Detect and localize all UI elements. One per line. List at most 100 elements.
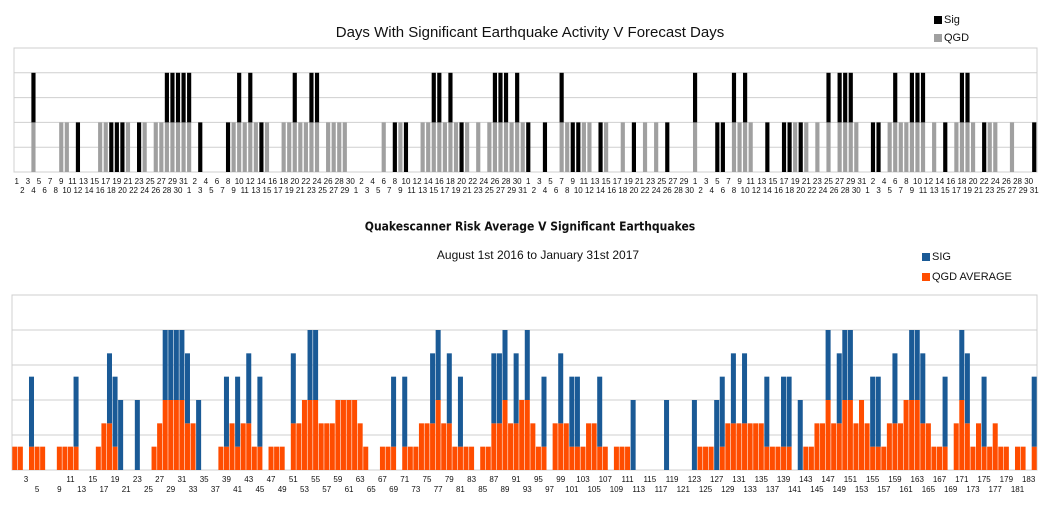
- bar-segment: [301, 400, 307, 470]
- x-tick-label: 83: [467, 475, 476, 484]
- bar-segment: [664, 400, 670, 470]
- x-tick-label: 23: [133, 475, 142, 484]
- bar-segment: [313, 400, 319, 470]
- chart-title: Days With Significant Earthquake Activit…: [336, 24, 724, 41]
- x-tick-label: 155: [866, 475, 880, 484]
- x-tick-label: 3: [198, 186, 203, 195]
- bar-segment: [764, 376, 770, 447]
- x-tick-label: 20: [629, 186, 638, 195]
- x-tick-label: 6: [381, 177, 386, 186]
- bar-segment: [190, 423, 196, 470]
- bar-segment: [496, 423, 502, 470]
- bar-segment: [870, 446, 876, 470]
- bar-segment: [826, 122, 831, 172]
- x-tick-label: 19: [285, 186, 294, 195]
- x-tick-label: 95: [534, 475, 543, 484]
- bar-segment: [826, 72, 831, 123]
- bar-segment: [519, 400, 525, 470]
- bar-segment: [170, 122, 175, 172]
- bar-segment: [569, 376, 575, 447]
- x-tick-label: 9: [57, 485, 62, 494]
- x-tick-label: 6: [215, 177, 220, 186]
- bar-segment: [925, 423, 931, 470]
- bar-segment: [932, 122, 937, 172]
- x-tick-label: 1: [15, 177, 20, 186]
- bar-segment: [565, 122, 570, 172]
- bar-segment: [352, 400, 358, 470]
- x-tick-label: 29: [507, 186, 516, 195]
- bar-segment: [64, 122, 69, 172]
- bar-segment: [574, 446, 580, 470]
- bar-segment: [392, 122, 397, 172]
- bar-segment: [964, 423, 970, 470]
- bar-segment: [552, 423, 558, 470]
- x-tick-label: 17: [101, 177, 110, 186]
- x-tick-label: 15: [88, 475, 97, 484]
- bar-segment: [446, 423, 452, 470]
- bar-segment: [731, 72, 737, 123]
- bar-segment: [331, 122, 336, 172]
- x-tick-label: 153: [855, 485, 869, 494]
- bar-segment: [515, 122, 520, 172]
- bar-segment: [492, 122, 498, 172]
- x-tick-label: 117: [655, 485, 668, 494]
- bar-segment: [187, 122, 192, 172]
- x-tick-label: 81: [456, 485, 465, 494]
- bar-segment: [246, 423, 252, 470]
- x-tick-label: 27: [157, 177, 166, 186]
- x-tick-label: 9: [910, 186, 915, 195]
- x-tick-label: 13: [79, 177, 88, 186]
- bar-segment: [398, 122, 403, 172]
- x-tick-label: 8: [565, 186, 570, 195]
- bar-segment: [168, 400, 174, 470]
- legend-swatch: [934, 16, 942, 24]
- bar-segment: [509, 122, 514, 172]
- bar-segment: [106, 353, 112, 424]
- bar-segment: [1032, 122, 1037, 172]
- bar-segment: [859, 400, 865, 470]
- x-tick-label: 7: [48, 177, 53, 186]
- bar-segment: [431, 72, 436, 123]
- bar-segment: [853, 423, 859, 470]
- x-tick-label: 119: [666, 475, 679, 484]
- bar-segment: [953, 423, 959, 470]
- bar-segment: [1003, 446, 1009, 470]
- bar-segment: [508, 423, 514, 470]
- x-tick-label: 73: [411, 485, 420, 494]
- bar-segment: [720, 122, 725, 172]
- bar-segment: [231, 122, 236, 172]
- bar-segment: [730, 353, 736, 424]
- bar-segment: [12, 446, 18, 470]
- x-tick-label: 11: [747, 177, 756, 186]
- bar-segment: [246, 353, 252, 424]
- bar-segment: [424, 423, 430, 470]
- x-tick-label: 27: [668, 177, 677, 186]
- x-tick-label: 7: [387, 186, 392, 195]
- x-tick-label: 9: [231, 186, 236, 195]
- x-tick-label: 85: [478, 485, 487, 494]
- x-tick-label: 4: [204, 177, 209, 186]
- bar-segment: [480, 446, 486, 470]
- bar-segment: [981, 446, 987, 470]
- x-tick-label: 13: [77, 485, 86, 494]
- bar-segment: [914, 400, 920, 470]
- bar-segment: [448, 72, 453, 123]
- bar-segment: [385, 446, 391, 470]
- x-tick-label: 4: [710, 186, 715, 195]
- bar-segment: [870, 376, 876, 447]
- bar-segment: [870, 122, 876, 172]
- x-tick-label: 4: [543, 186, 548, 195]
- x-tick-label: 41: [233, 485, 242, 494]
- bar-segment: [184, 353, 190, 424]
- x-tick-label: 21: [122, 485, 131, 494]
- x-tick-label: 9: [59, 177, 64, 186]
- bar-segment: [942, 376, 948, 447]
- bar-segment: [391, 376, 397, 447]
- x-tick-label: 5: [209, 186, 214, 195]
- x-tick-label: 75: [423, 475, 432, 484]
- x-tick-label: 22: [129, 186, 138, 195]
- bar-segment: [786, 376, 792, 447]
- bar-segment: [597, 376, 603, 447]
- bar-segment: [625, 446, 631, 470]
